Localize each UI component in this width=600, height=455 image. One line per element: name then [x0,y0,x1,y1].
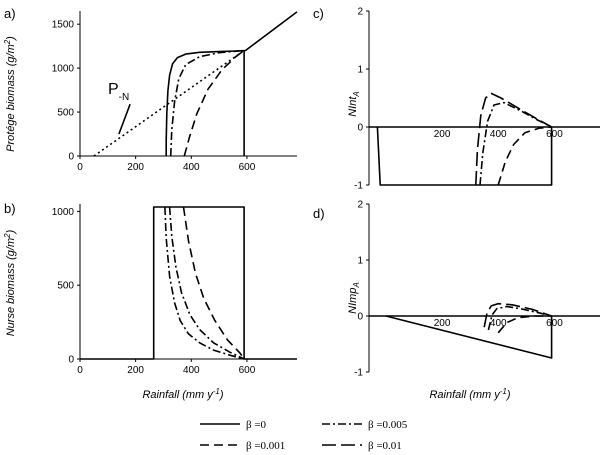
panel-b-xtick-label: 600 [239,365,256,376]
panel-c: c) -1 0 1 2 200 400 600 NIntA [313,6,600,192]
panel-a-series-5 [118,103,131,135]
panel-a-letter: a) [4,6,16,21]
panel-c-series-3 [479,101,552,186]
xlabel-close: ) [218,389,224,401]
panel-d-xtick-label: 600 [546,318,563,329]
panel-d-xtick-label: 400 [490,318,507,329]
ylabel-text: Nurse biomass (g/m [5,238,17,336]
panel-b-xtick-label: 0 [77,365,83,376]
panel-b-ytick-label: 0 [68,355,74,366]
ylabel-text: NInt [347,96,359,117]
xlabel-text: Rainfall (mm y [142,389,214,401]
pn-annotation: P-N [108,81,129,103]
panel-d-xtick-label: 200 [434,318,451,329]
panel-a-series-2 [169,49,245,157]
panel-d-series-4 [497,315,552,334]
legend-label: β =0 [246,419,267,431]
panel-c-letter: c) [313,6,324,21]
panel-d-ytick-label: -1 [354,368,363,379]
panel-b-xtick-label: 200 [127,365,144,376]
panel-d-letter: d) [313,206,325,221]
legend: β =0 β =0.001 β =0.005 β =0.01 [200,419,408,452]
rainfall-xlabel: Rainfall (mm y-1) [142,387,223,401]
panel-c-xtick-label: 600 [546,129,563,140]
ylabel-sub: A [352,91,361,97]
panel-a-series-4 [93,49,245,157]
panel-a-xtick-label: 200 [127,162,144,173]
panel-d-series-2 [483,302,552,328]
panel-a-ytick-label: 0 [68,152,74,163]
panel-b: b) 0 500 1000 0 200 400 600 Nurse biomass (g/m2) [3,201,297,376]
xlabel-close: ) [505,389,511,401]
panel-b-ytick-label: 1000 [52,207,75,218]
legend-label: β =0.001 [246,440,285,452]
panel-c-ytick-label: 0 [357,123,363,134]
panel-c-series-1 [376,126,553,186]
panel-b-series-3 [182,206,245,360]
panel-a-ytick-label: 1000 [52,64,75,75]
panel-b-series-1 [164,206,245,360]
ylabel-text: NImp [347,288,359,314]
rainfall-xlabel: Rainfall (mm y-1) [429,387,510,401]
panel-a-ytick-label: 1500 [52,20,75,31]
panel-a-xtick-label: 400 [183,162,200,173]
pn-sub: -N [119,92,130,103]
panel-d-series-3 [487,305,552,331]
panel-b-xtick-label: 400 [183,365,200,376]
ylabel-text: Protége biomass (g/m [5,44,17,152]
panel-c-ytick-label: -1 [354,181,363,192]
panel-a-xtick-label: 600 [239,162,256,173]
panel-c-xtick-label: 200 [434,129,451,140]
panel-c-series-2 [475,92,552,186]
panel-d-ytick-label: 1 [357,256,363,267]
ylabel-close: ) [5,229,17,235]
panel-d: d) -1 0 1 2 200 400 600 NImpA [313,200,600,379]
panel-b-series-0 [80,206,297,360]
panel-c-xtick-label: 400 [490,129,507,140]
pn-main: P [108,81,119,98]
panel-a-xtick-label: 0 [77,162,83,173]
ylabel-sup: 2 [3,233,12,239]
ylabel-sub: A [352,282,361,288]
panel-a: a) 0 500 1000 1500 0 200 400 600 Protége biomass … [3,6,298,173]
panel-a-ylabel: Protége biomass (g/m2) [3,36,17,152]
panel-c-ylabel: NIntA [347,91,361,117]
xlabel-sup: -1 [213,387,220,396]
legend-label: β =0.005 [368,419,408,431]
panel-b-ytick-label: 500 [57,281,74,292]
xlabel-text: Rainfall (mm y [429,389,501,401]
panel-c-ytick-label: 2 [357,7,363,18]
panel-a-series-3 [183,49,245,157]
panel-d-ytick-label: 0 [357,312,363,323]
panel-a-series-0 [165,11,298,156]
panel-d-ytick-label: 2 [357,200,363,211]
panel-d-series-1 [385,315,553,359]
panel-a-ytick-label: 500 [57,108,74,119]
panel-c-series-4 [497,126,552,186]
ylabel-sup: 2 [3,39,12,45]
panel-b-letter: b) [4,201,16,216]
legend-label: β =0.01 [368,440,402,452]
panel-b-series-2 [168,206,245,360]
panel-d-ylabel: NImpA [347,282,361,314]
xlabel-sup: -1 [500,387,507,396]
panel-c-ytick-label: 1 [357,65,363,76]
panel-b-ylabel: Nurse biomass (g/m2) [3,229,17,336]
ylabel-close: ) [5,36,17,42]
